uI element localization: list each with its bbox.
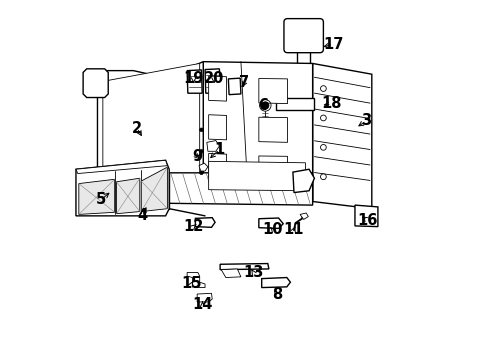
Polygon shape (97, 62, 203, 203)
Text: 3: 3 (361, 113, 371, 128)
Polygon shape (76, 160, 167, 174)
Polygon shape (206, 140, 219, 151)
Polygon shape (258, 78, 287, 104)
Text: 11: 11 (283, 222, 304, 237)
Text: 5: 5 (96, 192, 106, 207)
Polygon shape (83, 69, 108, 98)
Polygon shape (187, 273, 204, 288)
Polygon shape (197, 293, 212, 302)
Text: 15: 15 (181, 276, 201, 292)
Polygon shape (141, 167, 167, 212)
Text: 12: 12 (183, 219, 203, 234)
Polygon shape (203, 62, 312, 202)
Text: 4: 4 (137, 208, 147, 223)
Polygon shape (292, 169, 314, 193)
Polygon shape (300, 213, 308, 220)
Text: 18: 18 (321, 96, 341, 112)
Polygon shape (79, 179, 115, 215)
Circle shape (199, 149, 203, 153)
Text: 8: 8 (271, 287, 281, 302)
Polygon shape (208, 76, 226, 101)
Text: 19: 19 (183, 71, 203, 86)
Text: 9: 9 (192, 149, 202, 164)
Text: 14: 14 (192, 297, 212, 312)
Text: 17: 17 (323, 37, 343, 52)
Circle shape (199, 171, 203, 175)
Circle shape (320, 115, 325, 121)
Polygon shape (208, 161, 305, 191)
Polygon shape (276, 98, 314, 110)
Polygon shape (354, 205, 377, 226)
Polygon shape (258, 218, 283, 228)
Polygon shape (258, 117, 287, 142)
Circle shape (320, 144, 325, 150)
Polygon shape (195, 218, 215, 227)
Polygon shape (204, 69, 220, 93)
Circle shape (320, 86, 325, 91)
Text: 7: 7 (239, 75, 249, 90)
Polygon shape (116, 178, 140, 214)
Text: 1: 1 (214, 142, 224, 157)
Circle shape (320, 174, 325, 180)
Polygon shape (261, 278, 290, 288)
Polygon shape (221, 269, 241, 278)
Text: 13: 13 (243, 265, 263, 280)
Polygon shape (258, 156, 287, 181)
Circle shape (199, 128, 203, 132)
Text: 2: 2 (132, 121, 142, 135)
Polygon shape (208, 115, 226, 140)
Text: 6: 6 (258, 98, 268, 113)
Text: 16: 16 (357, 213, 377, 228)
Polygon shape (169, 173, 312, 205)
Circle shape (261, 102, 268, 109)
Text: 20: 20 (203, 71, 224, 86)
Polygon shape (312, 63, 371, 209)
Polygon shape (187, 70, 202, 93)
Polygon shape (228, 78, 241, 95)
Polygon shape (76, 160, 169, 216)
Polygon shape (208, 153, 226, 179)
Polygon shape (102, 63, 199, 194)
Polygon shape (199, 163, 207, 171)
FancyBboxPatch shape (284, 19, 323, 53)
Polygon shape (220, 264, 268, 270)
Text: 10: 10 (262, 222, 282, 237)
